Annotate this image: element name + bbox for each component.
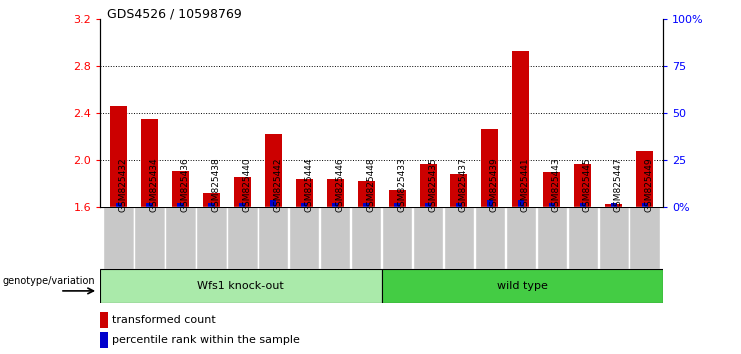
Bar <box>599 207 629 269</box>
FancyBboxPatch shape <box>382 269 663 303</box>
Bar <box>116 203 122 207</box>
Bar <box>351 207 382 269</box>
Text: GSM825440: GSM825440 <box>242 158 251 212</box>
Bar <box>100 312 108 329</box>
Bar <box>568 207 598 269</box>
Bar <box>419 164 436 207</box>
Text: GSM825442: GSM825442 <box>273 158 282 212</box>
Bar <box>487 200 493 207</box>
FancyBboxPatch shape <box>100 269 382 303</box>
Bar <box>327 179 344 207</box>
Text: GSM825447: GSM825447 <box>614 158 622 212</box>
Bar <box>141 119 158 207</box>
Bar <box>475 207 505 269</box>
Bar <box>425 203 431 207</box>
Bar <box>605 204 622 207</box>
Bar <box>482 129 499 207</box>
Text: GSM825444: GSM825444 <box>305 158 313 212</box>
Bar <box>382 207 412 269</box>
Text: GSM825448: GSM825448 <box>366 158 375 212</box>
Bar <box>543 172 560 207</box>
Text: GSM825432: GSM825432 <box>119 158 127 212</box>
Bar <box>289 207 319 269</box>
Bar <box>177 203 184 207</box>
Bar <box>629 207 659 269</box>
Bar <box>518 200 524 207</box>
Bar <box>579 203 586 207</box>
Bar <box>239 203 245 207</box>
Bar <box>134 207 165 269</box>
Bar <box>358 181 375 207</box>
Text: transformed count: transformed count <box>112 315 216 325</box>
Text: Wfs1 knock-out: Wfs1 knock-out <box>197 281 285 291</box>
Bar <box>505 207 536 269</box>
Bar <box>512 51 529 207</box>
Bar <box>548 203 555 207</box>
Bar <box>172 171 189 207</box>
Bar <box>203 193 220 207</box>
Bar <box>296 179 313 207</box>
Text: GSM825449: GSM825449 <box>645 158 654 212</box>
Text: GSM825441: GSM825441 <box>521 158 530 212</box>
Bar <box>270 200 276 207</box>
Text: GSM825435: GSM825435 <box>428 157 437 212</box>
Bar <box>413 207 443 269</box>
Bar <box>234 177 251 207</box>
Text: genotype/variation: genotype/variation <box>2 276 95 286</box>
Bar <box>388 189 405 207</box>
Text: GSM825446: GSM825446 <box>335 158 345 212</box>
Bar <box>196 207 227 269</box>
Bar <box>394 203 400 207</box>
Bar <box>642 203 648 207</box>
Bar <box>265 135 282 207</box>
Text: GSM825437: GSM825437 <box>459 157 468 212</box>
Bar <box>611 203 617 207</box>
Bar <box>636 151 653 207</box>
Text: GSM825436: GSM825436 <box>181 157 190 212</box>
Text: GSM825443: GSM825443 <box>552 158 561 212</box>
Text: GSM825439: GSM825439 <box>490 157 499 212</box>
Bar <box>301 203 308 207</box>
Text: GSM825445: GSM825445 <box>582 158 592 212</box>
Bar <box>320 207 350 269</box>
Bar <box>258 207 288 269</box>
Bar <box>444 207 474 269</box>
Bar <box>574 164 591 207</box>
Bar <box>100 332 108 348</box>
Text: percentile rank within the sample: percentile rank within the sample <box>112 335 300 345</box>
Bar <box>536 207 567 269</box>
Text: GDS4526 / 10598769: GDS4526 / 10598769 <box>107 7 242 20</box>
Bar <box>208 203 215 207</box>
Bar <box>451 174 468 207</box>
Bar <box>104 207 134 269</box>
Bar <box>147 203 153 207</box>
Text: GSM825434: GSM825434 <box>150 158 159 212</box>
Bar <box>227 207 258 269</box>
Bar <box>456 203 462 207</box>
Text: GSM825438: GSM825438 <box>211 157 220 212</box>
Bar <box>165 207 196 269</box>
Bar <box>332 203 339 207</box>
Text: GSM825433: GSM825433 <box>397 157 406 212</box>
Text: wild type: wild type <box>497 281 548 291</box>
Bar <box>110 106 127 207</box>
Bar <box>363 203 369 207</box>
